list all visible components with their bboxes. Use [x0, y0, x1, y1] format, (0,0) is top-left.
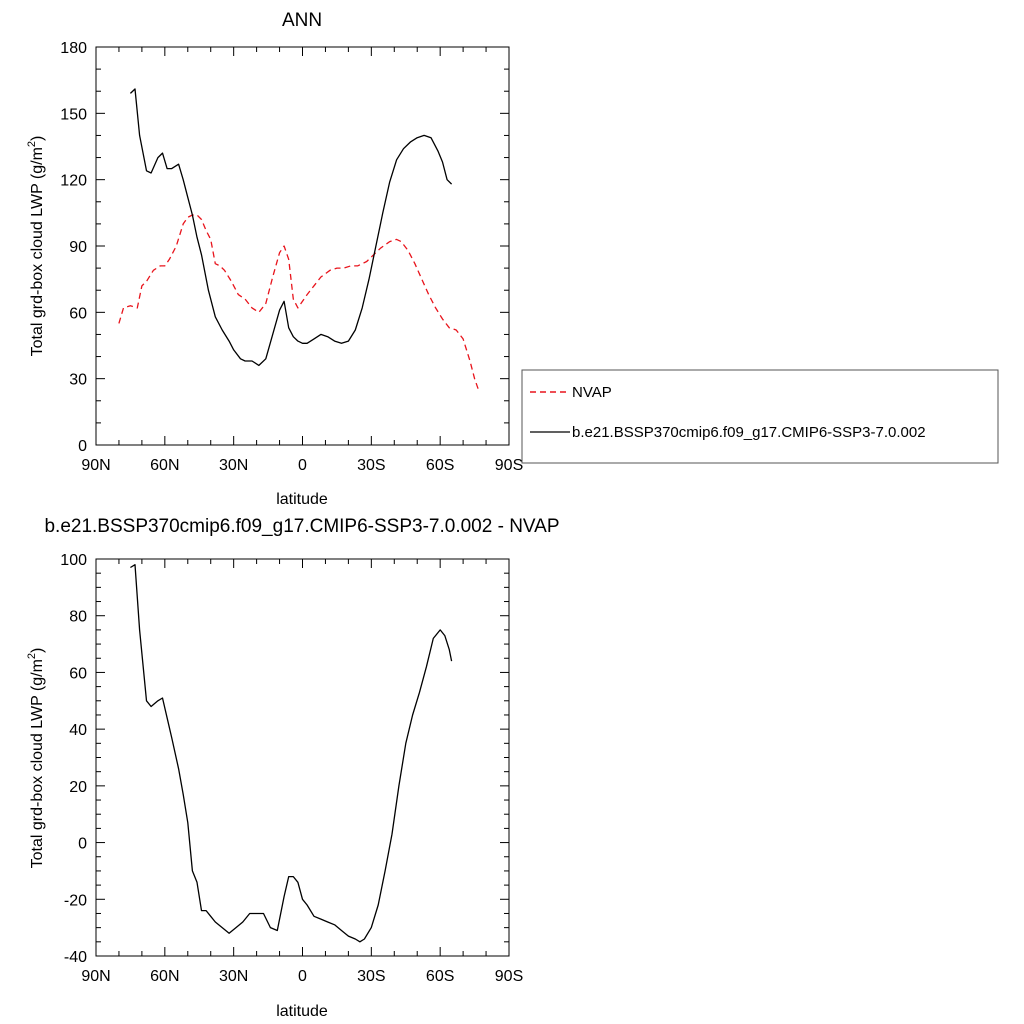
chart-1-series-line-0 — [118, 214, 480, 393]
x-tick-label: 60S — [426, 457, 454, 474]
y-tick-label: 40 — [69, 722, 87, 739]
chart-1-xlabel: latitude — [276, 491, 328, 508]
chart-2-series-line-0 — [130, 564, 453, 943]
x-tick-label: 60N — [150, 968, 179, 985]
y-tick-label: 150 — [60, 106, 87, 123]
x-tick-label: 60S — [426, 968, 454, 985]
x-tick-label: 30N — [219, 457, 248, 474]
legend-box — [521, 369, 999, 464]
y-tick-label: 120 — [60, 173, 87, 190]
y-tick-label: -40 — [64, 949, 87, 966]
y-tick-label: 0 — [78, 836, 87, 853]
x-tick-label: 0 — [298, 968, 307, 985]
x-tick-label: 30S — [357, 968, 385, 985]
chart-2-xlabel: latitude — [276, 1003, 328, 1020]
y-tick-label: 60 — [69, 665, 87, 682]
chart-1-series — [118, 88, 480, 393]
chart-2-series — [130, 564, 453, 943]
x-tick-label: 30N — [219, 968, 248, 985]
y-tick-label: 180 — [60, 40, 87, 57]
x-tick-label: 90S — [495, 968, 523, 985]
x-tick-label: 90N — [81, 968, 110, 985]
chart-2-plot-frame — [95, 558, 510, 957]
chart-1-legend: NVAP b.e21.BSSP370cmip6.f09_g17.CMIP6-SS… — [521, 369, 999, 464]
y-tick-label: 100 — [60, 552, 87, 569]
y-tick-label: 30 — [69, 372, 87, 389]
y-tick-label: 20 — [69, 779, 87, 796]
x-tick-label: 90S — [495, 457, 523, 474]
y-tick-label: 90 — [69, 239, 87, 256]
y-tick-label: -20 — [64, 892, 87, 909]
chart-2-title: b.e21.BSSP370cmip6.f09_g17.CMIP6-SSP3-7.… — [44, 516, 559, 537]
x-tick-label: 60N — [150, 457, 179, 474]
chart-1-plot-frame — [95, 46, 510, 446]
y-tick-label: 0 — [78, 438, 87, 455]
x-tick-label: 90N — [81, 457, 110, 474]
y-tick-label: 80 — [69, 609, 87, 626]
y-tick-label: 60 — [69, 305, 87, 322]
chart-1-title: ANN — [282, 10, 322, 31]
chart-2-ylabel: Total grd-box cloud LWP (g/m2) — [26, 648, 46, 869]
x-tick-label: 0 — [298, 457, 307, 474]
chart-2: b.e21.BSSP370cmip6.f09_g17.CMIP6-SSP3-7.… — [26, 516, 560, 1020]
chart-1-series-line-1 — [129, 88, 453, 367]
chart-1-ylabel: Total grd-box cloud LWP (g/m2) — [26, 136, 46, 357]
chart-1-ticks: 90N 60N 30N 0 30S 60S 90S 0 30 60 90 120 150 180 — [60, 40, 523, 474]
chart-1: ANN 90N 60N 30N 0 30S 60S 90S0306090120150180 … — [26, 10, 999, 508]
legend-label-model: b.e21.BSSP370cmip6.f09_g17.CMIP6-SSP3-7.… — [572, 424, 926, 441]
chart-2-ticks: 90N 60N 30N 0 30S 60S 90S -40 -20 0 20 40 60 80 100 — [60, 552, 523, 985]
x-tick-label: 30S — [357, 457, 385, 474]
legend-label-nvap: NVAP — [572, 384, 612, 401]
